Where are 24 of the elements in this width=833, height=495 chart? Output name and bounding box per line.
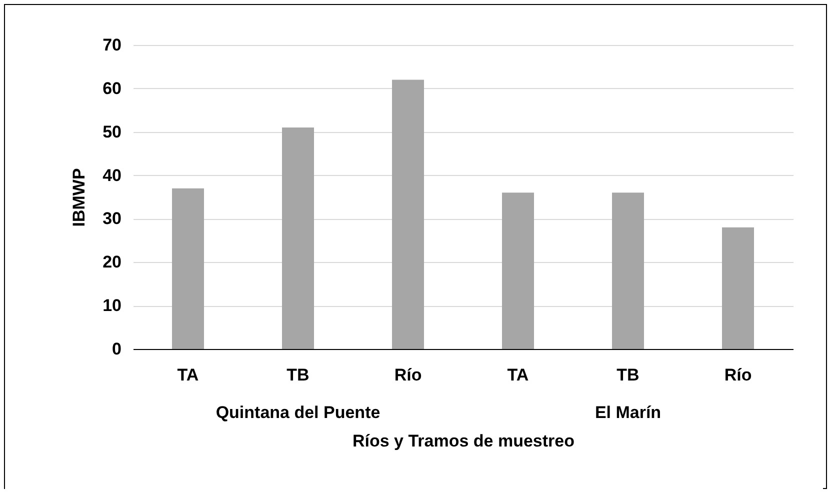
x-axis-title: Ríos y Tramos de muestreo <box>352 432 575 450</box>
y-tick-label: 60 <box>102 78 122 98</box>
y-tick-label: 10 <box>102 296 122 316</box>
y-tick-label: 20 <box>102 252 122 272</box>
x-tick-label: TA <box>507 366 529 384</box>
x-tick-label: TB <box>286 366 310 384</box>
bar <box>282 128 314 349</box>
text: El Marín <box>594 403 662 422</box>
x-tick-label: Río <box>724 366 752 384</box>
bar <box>172 188 204 349</box>
bar <box>392 80 424 349</box>
bar <box>502 192 534 349</box>
y-tick-label: 40 <box>102 166 122 185</box>
y-tick-label: 0 <box>112 340 122 358</box>
y-tick-label: 50 <box>102 122 122 142</box>
x-tick-label: TA <box>177 366 199 384</box>
x-tick-label: Río <box>394 366 422 384</box>
y-axis-title: IBMWP <box>70 168 89 227</box>
y-tick-label: 70 <box>102 36 122 54</box>
y-tick-label: 30 <box>102 209 122 228</box>
x-tick-label: TB <box>616 366 640 384</box>
text: Quintana del Puente <box>216 403 380 422</box>
bar <box>722 227 754 349</box>
bar <box>612 192 644 349</box>
